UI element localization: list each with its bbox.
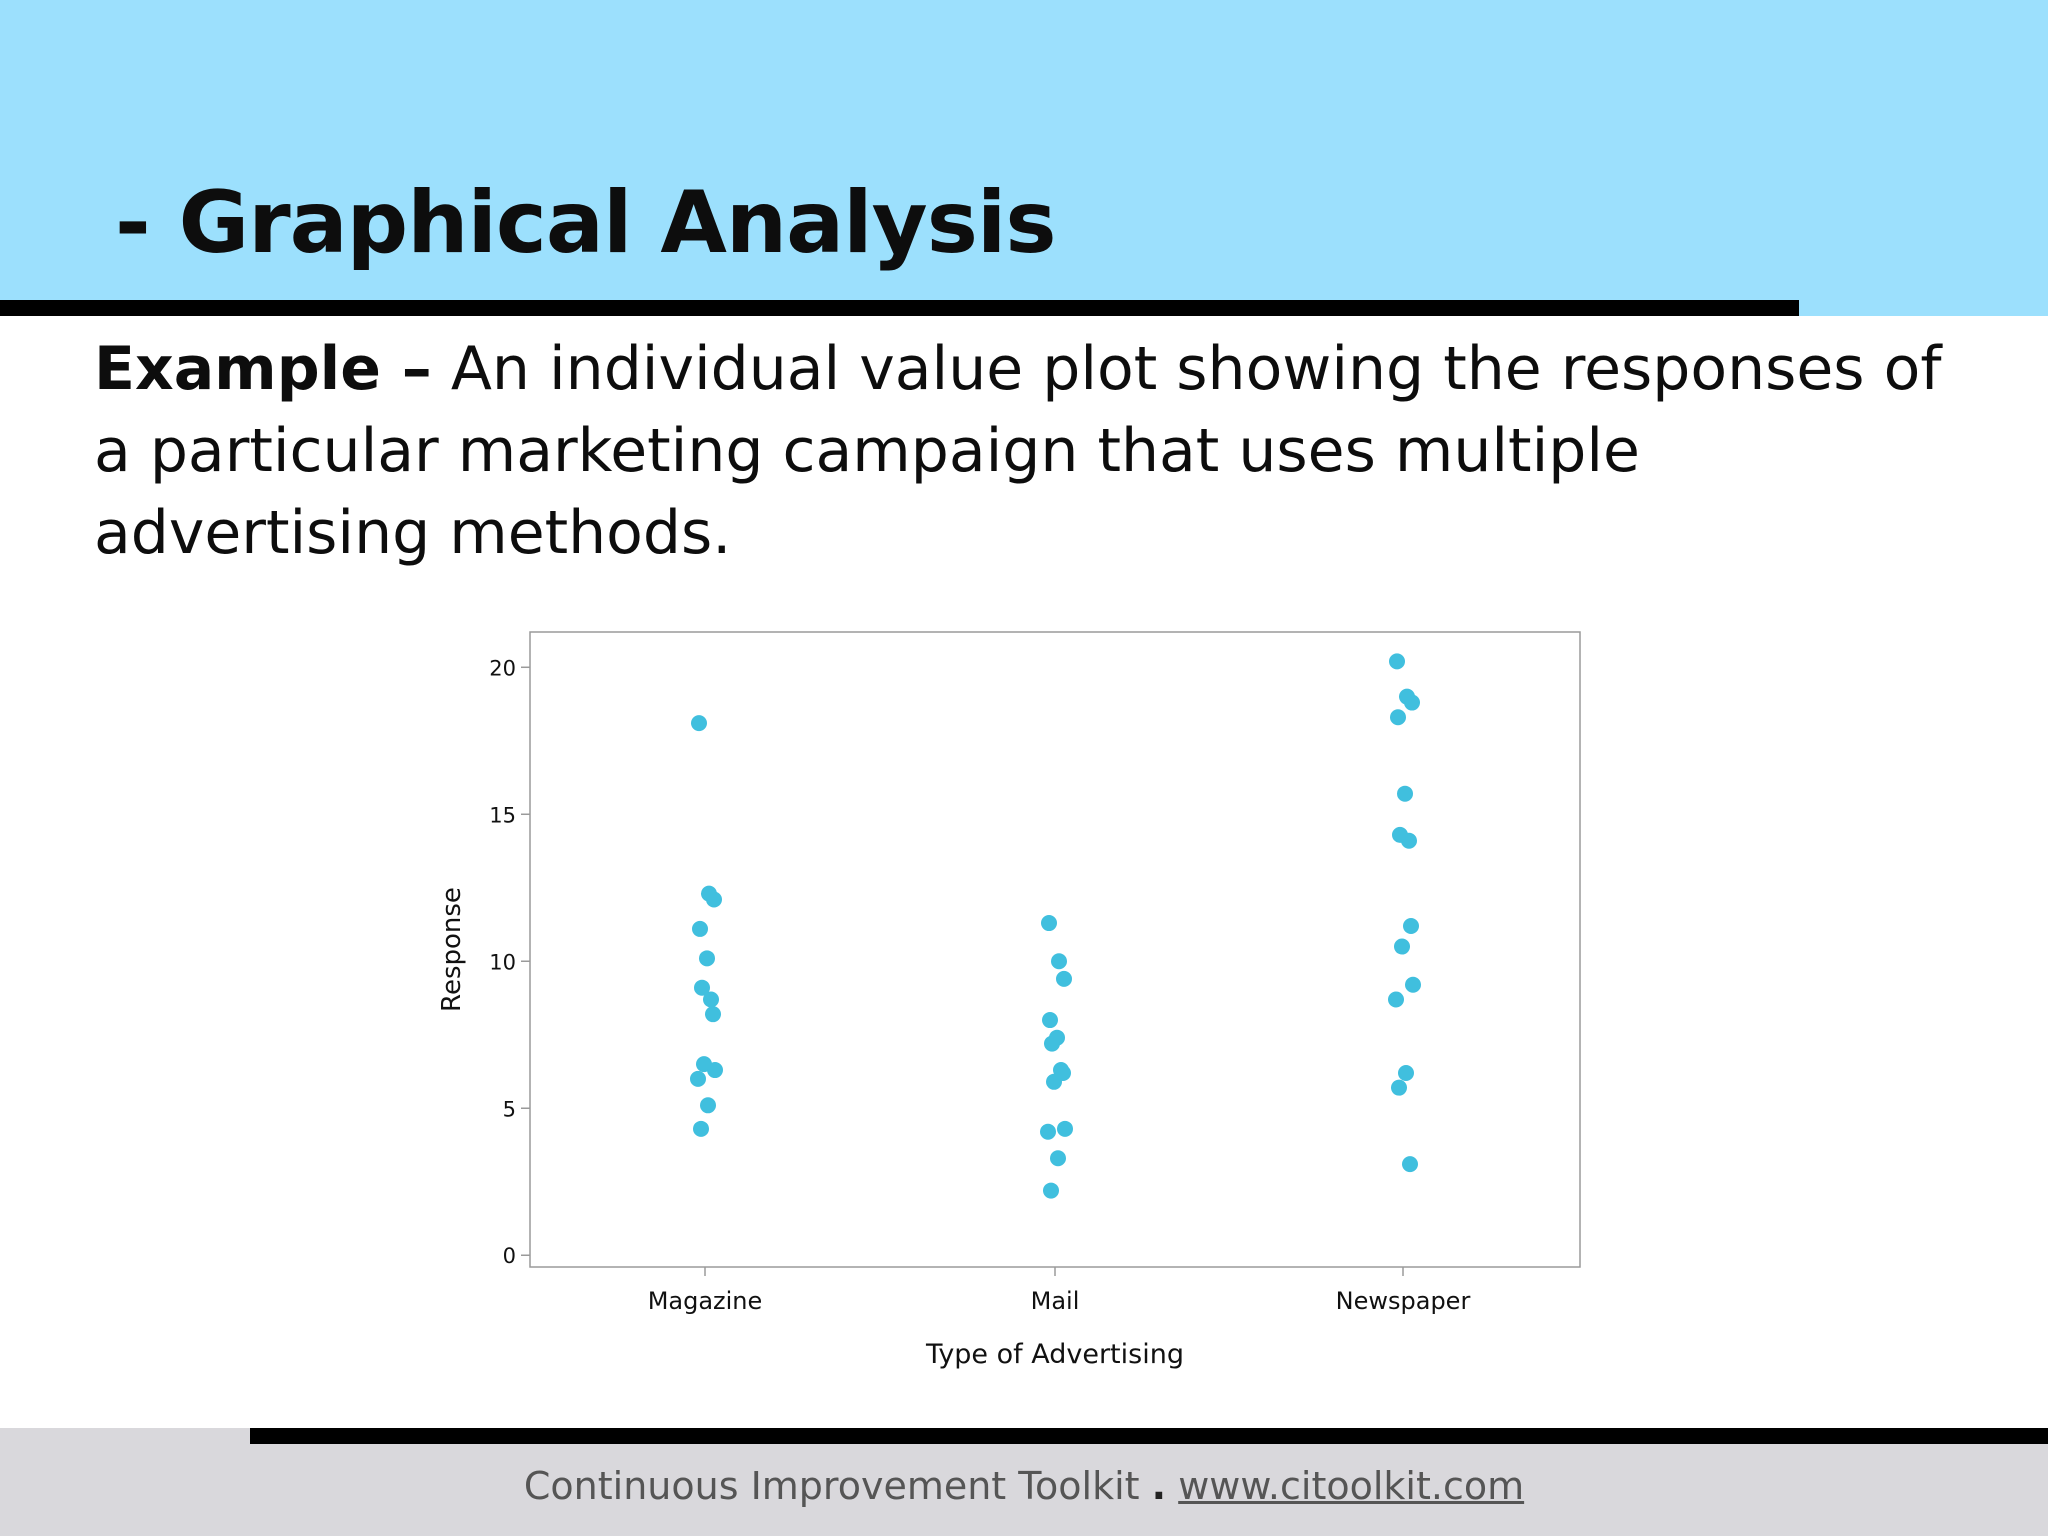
y-tick-label: 5 bbox=[503, 1097, 516, 1121]
footer: Continuous Improvement Toolkit . www.cit… bbox=[0, 1456, 2048, 1516]
y-tick-label: 20 bbox=[489, 656, 516, 680]
data-point-newspaper bbox=[1388, 991, 1404, 1008]
data-point-magazine bbox=[692, 920, 708, 937]
footer-rule bbox=[250, 1428, 2048, 1444]
y-tick-label: 15 bbox=[489, 803, 516, 827]
footer-separator: . bbox=[1151, 1464, 1167, 1508]
data-point-mail bbox=[1041, 915, 1057, 932]
footer-org: Continuous Improvement Toolkit bbox=[523, 1464, 1140, 1508]
data-point-magazine bbox=[691, 715, 707, 732]
data-point-magazine bbox=[707, 1062, 723, 1079]
data-point-newspaper bbox=[1398, 1064, 1414, 1081]
slide-title: - Graphical Analysis bbox=[115, 173, 1057, 273]
data-point-mail bbox=[1046, 1073, 1062, 1090]
data-point-mail bbox=[1044, 1035, 1060, 1052]
x-tick-label: Newspaper bbox=[1336, 1287, 1471, 1315]
data-point-magazine bbox=[690, 1070, 706, 1087]
data-point-newspaper bbox=[1403, 917, 1419, 934]
x-axis-label: Type of Advertising bbox=[925, 1339, 1184, 1370]
data-point-mail bbox=[1043, 1182, 1059, 1199]
data-point-magazine bbox=[699, 950, 715, 967]
data-point-mail bbox=[1042, 1012, 1058, 1029]
data-point-magazine bbox=[694, 979, 710, 996]
y-tick-label: 10 bbox=[489, 950, 516, 974]
data-points bbox=[690, 653, 1421, 1199]
data-point-magazine bbox=[703, 991, 719, 1008]
y-tick-label: 0 bbox=[503, 1244, 516, 1268]
data-point-magazine bbox=[705, 1006, 721, 1023]
body-lead: Example – bbox=[94, 334, 432, 404]
y-axis-label: Response bbox=[437, 887, 467, 1012]
data-point-newspaper bbox=[1405, 976, 1421, 993]
data-point-mail bbox=[1056, 970, 1072, 987]
data-point-magazine bbox=[700, 1097, 716, 1114]
data-point-newspaper bbox=[1401, 832, 1417, 849]
data-point-mail bbox=[1057, 1120, 1073, 1137]
body-text: An individual value plot showing the res… bbox=[94, 334, 1942, 568]
plot-frame bbox=[529, 631, 1581, 1268]
title-rule bbox=[0, 300, 1799, 316]
x-axis: Magazine Mail Newspaper bbox=[648, 1267, 1471, 1315]
data-point-mail bbox=[1050, 1150, 1066, 1167]
x-tick-label: Magazine bbox=[648, 1287, 763, 1315]
header-band bbox=[0, 0, 2048, 316]
data-point-mail bbox=[1040, 1123, 1056, 1140]
data-point-newspaper bbox=[1389, 653, 1405, 670]
data-point-newspaper bbox=[1391, 1079, 1407, 1096]
data-point-newspaper bbox=[1394, 938, 1410, 955]
footer-band bbox=[0, 1428, 2048, 1536]
y-axis: 0 5 10 15 20 bbox=[489, 656, 530, 1268]
slide-body: Example – An individual value plot showi… bbox=[94, 328, 1974, 574]
data-point-newspaper bbox=[1397, 785, 1413, 802]
data-point-mail bbox=[1051, 953, 1067, 970]
footer-url-link[interactable]: www.citoolkit.com bbox=[1178, 1464, 1525, 1508]
data-point-newspaper bbox=[1404, 694, 1420, 711]
data-point-magazine bbox=[706, 891, 722, 908]
x-tick-label: Mail bbox=[1031, 1287, 1080, 1315]
data-point-newspaper bbox=[1402, 1156, 1418, 1173]
data-point-newspaper bbox=[1390, 709, 1406, 726]
data-point-magazine bbox=[693, 1120, 709, 1137]
